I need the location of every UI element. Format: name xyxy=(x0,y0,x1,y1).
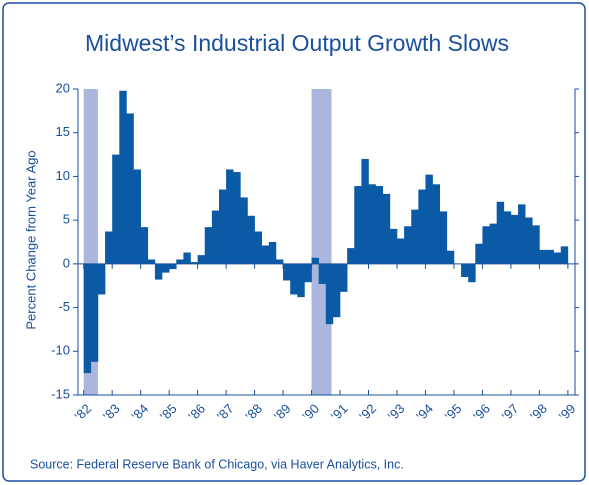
bar xyxy=(140,227,149,264)
bar xyxy=(318,263,327,284)
bar xyxy=(162,263,170,273)
bar xyxy=(147,259,156,264)
bar xyxy=(126,113,134,264)
bar xyxy=(261,245,270,264)
bar xyxy=(226,169,234,264)
bar xyxy=(169,263,177,270)
bar xyxy=(233,172,241,264)
bar xyxy=(553,252,562,264)
bar xyxy=(461,263,469,277)
bar xyxy=(482,226,490,264)
bar xyxy=(510,214,519,264)
bar xyxy=(176,259,184,264)
bar xyxy=(425,174,433,264)
bar xyxy=(389,228,398,264)
bar xyxy=(347,248,355,264)
bar xyxy=(97,263,106,295)
bar xyxy=(411,209,419,264)
bar xyxy=(468,263,476,283)
source-note: Source: Federal Reserve Bank of Chicago,… xyxy=(30,457,404,471)
bar xyxy=(560,246,569,264)
bar xyxy=(525,217,533,264)
bar xyxy=(183,252,191,264)
bar xyxy=(340,263,348,292)
bar xyxy=(311,257,319,264)
y-tick-label: 5 xyxy=(63,212,70,227)
bar xyxy=(154,263,163,280)
bar xyxy=(204,227,213,264)
bar xyxy=(439,211,448,264)
bar xyxy=(432,184,441,264)
bar xyxy=(240,197,248,264)
bar xyxy=(332,263,341,318)
bar xyxy=(539,249,547,264)
bar xyxy=(354,186,362,264)
y-tick-label: -15 xyxy=(51,386,70,401)
bar xyxy=(105,231,113,264)
y-tick-label: -5 xyxy=(58,299,70,314)
bar xyxy=(211,210,220,264)
bar xyxy=(247,215,255,264)
y-tick-label: 10 xyxy=(56,168,70,183)
bar xyxy=(518,204,526,264)
y-tick-label: 15 xyxy=(56,124,70,139)
bar xyxy=(446,250,455,264)
bar xyxy=(368,184,376,264)
chart-title: Midwest’s Industrial Output Growth Slows xyxy=(85,30,509,56)
bar xyxy=(532,225,540,264)
bar xyxy=(119,90,127,264)
bar xyxy=(254,231,263,264)
bar xyxy=(325,263,334,325)
bar xyxy=(275,259,284,264)
bar xyxy=(361,158,369,264)
bar xyxy=(382,193,391,264)
y-axis-label: Percent Change from Year Ago xyxy=(23,150,38,329)
bar xyxy=(404,226,412,264)
bar xyxy=(268,242,277,264)
bar xyxy=(489,223,497,264)
y-tick-label: 0 xyxy=(63,255,70,270)
bar xyxy=(297,263,305,298)
bar xyxy=(396,238,405,264)
bar xyxy=(375,186,384,264)
bar xyxy=(304,263,312,283)
bar xyxy=(290,263,298,295)
bar xyxy=(190,262,198,264)
bar xyxy=(283,263,291,281)
bar xyxy=(418,189,426,264)
y-tick-label: 20 xyxy=(56,80,70,95)
bar xyxy=(496,201,505,264)
bar xyxy=(197,255,206,264)
bar xyxy=(83,263,92,374)
bar xyxy=(218,189,227,264)
bar xyxy=(112,154,120,264)
bar xyxy=(546,249,554,264)
recession-shade xyxy=(311,89,332,395)
y-tick-label: -10 xyxy=(51,343,70,358)
bar xyxy=(475,243,483,264)
bar xyxy=(503,211,512,264)
bar xyxy=(133,169,141,264)
bar xyxy=(90,263,99,362)
